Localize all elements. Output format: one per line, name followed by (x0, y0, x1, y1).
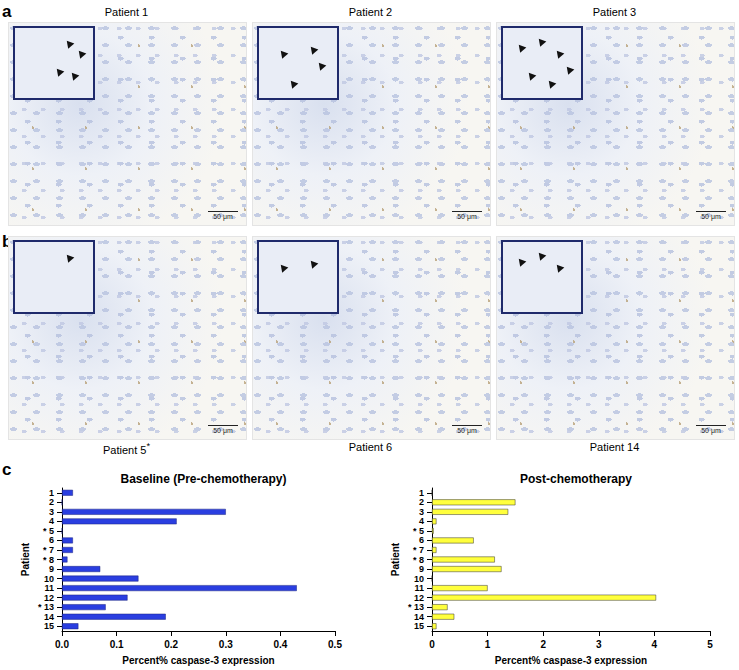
html-text:c: c (2, 460, 12, 479)
svg-text:4: 4 (652, 639, 658, 650)
svg-text:9: 9 (49, 564, 54, 574)
html-text:Patient 5*: Patient 5* (103, 441, 150, 456)
svg-text:0: 0 (429, 639, 435, 650)
svg-text:* 8: * 8 (413, 555, 424, 565)
svg-text:6: 6 (49, 535, 54, 545)
svg-text:1: 1 (49, 488, 54, 498)
svg-text:12: 12 (414, 593, 424, 603)
html-text:a: a (2, 2, 12, 21)
svg-text:2: 2 (419, 497, 424, 507)
svg-text:14: 14 (44, 612, 54, 622)
svg-text:15: 15 (414, 621, 424, 631)
svg-text:0.0: 0.0 (55, 639, 69, 650)
svg-text:10: 10 (44, 574, 54, 584)
svg-text:0.5: 0.5 (328, 639, 342, 650)
svg-text:* 7: * 7 (413, 545, 424, 555)
html-text:Patient 14: Patient 14 (589, 441, 640, 453)
svg-text:Baseline (Pre-chemotherapy): Baseline (Pre-chemotherapy) (120, 472, 286, 486)
svg-text:2: 2 (49, 497, 54, 507)
svg-text:9: 9 (419, 564, 424, 574)
svg-text:15: 15 (44, 621, 54, 631)
svg-text:0.4: 0.4 (273, 639, 287, 650)
html-text:50 μm: 50 μm (213, 427, 233, 434)
svg-text:3: 3 (419, 507, 424, 517)
html-text:Patient 6: Patient 6 (348, 441, 393, 453)
svg-text:Percent% caspase-3 expression: Percent% caspase-3 expression (495, 655, 647, 666)
svg-text:3: 3 (49, 507, 54, 517)
html-text:Patient 1: Patient 1 (104, 6, 149, 18)
svg-text:Post-chemotherapy: Post-chemotherapy (520, 472, 632, 486)
html-text:50 μm: 50 μm (457, 213, 477, 220)
svg-text:14: 14 (414, 612, 424, 622)
html-text:50 μm: 50 μm (701, 213, 721, 220)
html-text:50 μm: 50 μm (457, 427, 477, 434)
svg-text:1: 1 (419, 488, 424, 498)
svg-text:3: 3 (596, 639, 602, 650)
svg-text:12: 12 (44, 593, 54, 603)
svg-text:* 5: * 5 (43, 526, 54, 536)
svg-text:* 8: * 8 (43, 555, 54, 565)
svg-text:2: 2 (540, 639, 546, 650)
svg-text:Patient: Patient (20, 542, 31, 576)
svg-text:10: 10 (414, 574, 424, 584)
html-text:Patient 3: Patient 3 (592, 6, 637, 18)
svg-text:1: 1 (485, 639, 491, 650)
svg-text:* 7: * 7 (43, 545, 54, 555)
html-text:b: b (2, 232, 13, 251)
html-text:Patient 2: Patient 2 (348, 6, 393, 18)
svg-text:Percent% caspase-3 expression: Percent% caspase-3 expression (122, 655, 274, 666)
svg-text:* 13: * 13 (38, 602, 54, 612)
svg-text:5: 5 (707, 639, 713, 650)
svg-text:11: 11 (44, 583, 54, 593)
svg-text:11: 11 (414, 583, 424, 593)
svg-text:* 5: * 5 (413, 526, 424, 536)
svg-text:0.1: 0.1 (110, 639, 124, 650)
svg-text:4: 4 (49, 516, 54, 526)
svg-text:0.3: 0.3 (219, 639, 233, 650)
svg-text:6: 6 (419, 535, 424, 545)
html-text:50 μm: 50 μm (701, 427, 721, 434)
svg-text:0.2: 0.2 (164, 639, 178, 650)
html-text:50 μm: 50 μm (213, 213, 233, 220)
svg-text:* 13: * 13 (408, 602, 424, 612)
svg-text:Patient: Patient (390, 542, 401, 576)
svg-text:4: 4 (419, 516, 424, 526)
